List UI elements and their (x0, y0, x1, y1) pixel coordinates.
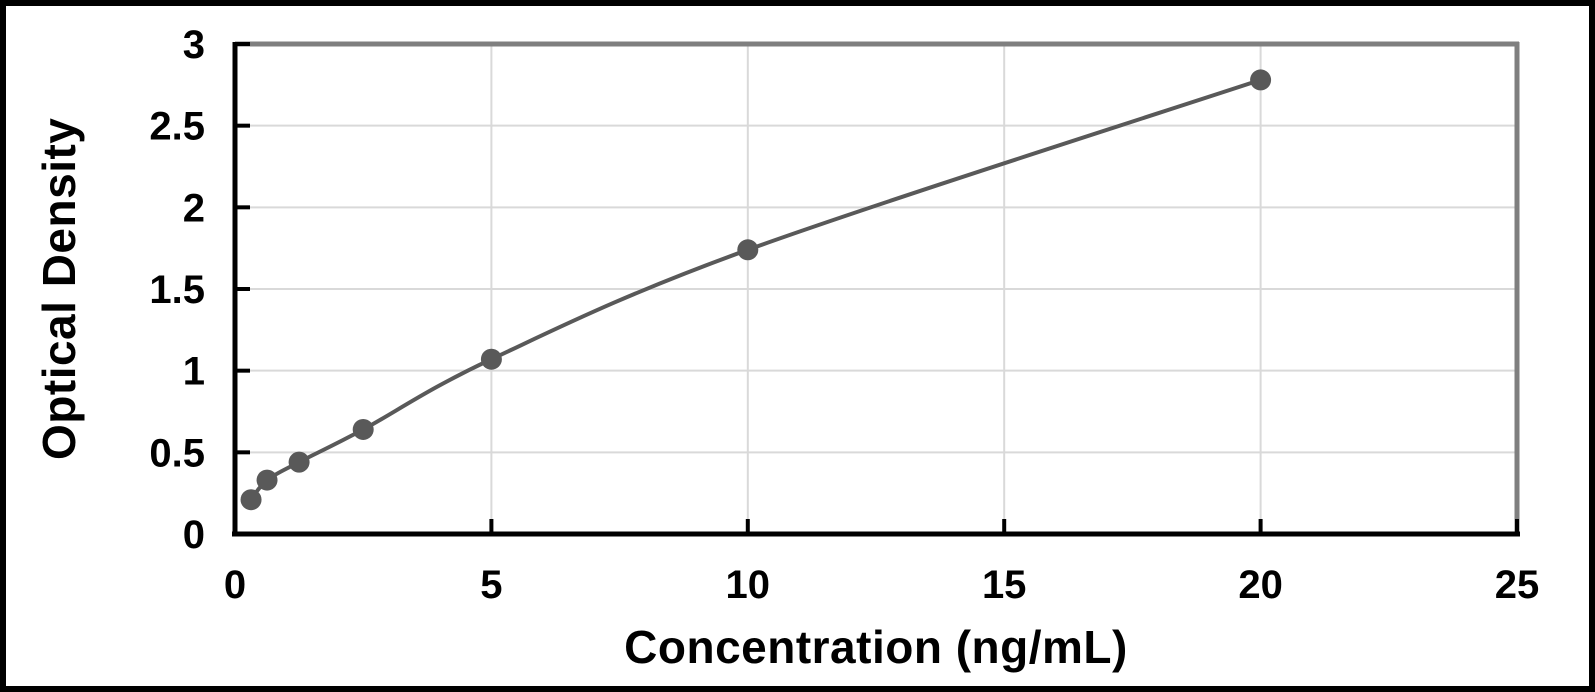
x-tick-label: 15 (982, 563, 1027, 607)
data-point-marker (240, 489, 262, 511)
data-point-marker (480, 348, 502, 370)
data-point-marker (256, 469, 278, 491)
x-tick-label: 5 (480, 563, 502, 607)
y-tick-label: 0.5 (149, 431, 205, 475)
data-point-marker (288, 451, 310, 473)
data-point-marker (737, 239, 759, 261)
x-axis-title: Concentration (ng/mL) (624, 621, 1128, 673)
y-tick-label: 2.5 (149, 105, 205, 149)
x-tick-label: 0 (224, 563, 246, 607)
y-tick-label: 0 (183, 513, 205, 557)
y-axis-title: Optical Density (33, 117, 85, 461)
x-tick-label: 20 (1238, 563, 1283, 607)
data-point-marker (352, 418, 374, 440)
y-tick-label: 3 (183, 23, 205, 67)
y-tick-label: 2 (183, 186, 205, 230)
x-tick-label: 25 (1495, 563, 1540, 607)
x-tick-label: 10 (726, 563, 771, 607)
data-point-marker (1250, 69, 1272, 91)
y-tick-label: 1 (183, 350, 205, 394)
y-tick-label: 1.5 (149, 268, 205, 312)
